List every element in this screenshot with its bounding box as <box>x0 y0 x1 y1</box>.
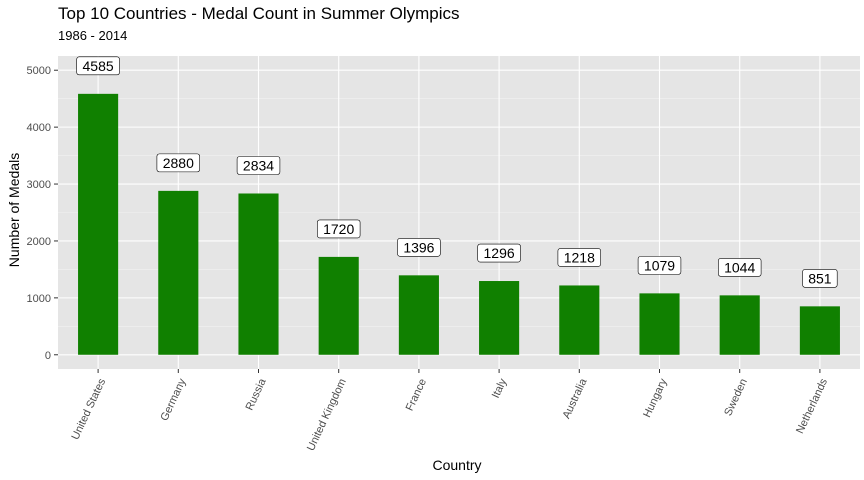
data-label: 2834 <box>236 156 281 175</box>
data-label: 851 <box>802 269 838 288</box>
y-tick-label: 0 <box>45 350 51 362</box>
data-label-text: 1044 <box>724 259 755 275</box>
bar <box>479 281 520 355</box>
data-label-text: 851 <box>808 270 832 286</box>
x-axis: United States Germany Russia United Kingdom… <box>70 369 830 453</box>
x-tick-label: Sweden <box>722 377 750 418</box>
data-label: 1296 <box>477 243 521 263</box>
bar <box>799 306 840 355</box>
x-tick-label: Germany <box>159 376 189 423</box>
data-label-box <box>637 256 682 275</box>
chart-subtitle: 1986 - 2014 <box>58 28 128 43</box>
x-tick-label: Australia <box>561 376 590 421</box>
data-label-box <box>397 238 441 257</box>
bar <box>398 275 439 355</box>
data-label: 2880 <box>156 153 200 173</box>
data-label-box <box>156 153 200 173</box>
bar <box>559 285 600 355</box>
bar <box>639 293 680 355</box>
data-label-box <box>76 56 120 76</box>
x-tick-label: Russia <box>244 376 269 412</box>
y-tick-label: 2000 <box>27 236 51 248</box>
y-tick-label: 1000 <box>27 293 51 305</box>
y-tick-label: 5000 <box>27 65 51 77</box>
x-tick-label: Netherlands <box>794 376 830 435</box>
data-label: 1396 <box>397 238 441 257</box>
data-label-box <box>236 156 281 175</box>
bar <box>318 256 359 355</box>
data-label-text: 1720 <box>323 221 354 237</box>
x-tick-label: United States <box>70 376 109 441</box>
data-label: 1079 <box>637 256 682 275</box>
bars <box>78 93 840 355</box>
data-label-text: 2834 <box>243 157 274 173</box>
data-label: 4585 <box>76 56 120 76</box>
data-label: 1218 <box>557 248 602 267</box>
x-tick-label: United Kingdom <box>305 377 349 453</box>
chart-title: Top 10 Countries - Medal Count in Summer… <box>58 4 460 23</box>
data-label-text: 2880 <box>163 155 194 171</box>
x-tick-label: France <box>404 377 429 413</box>
bar <box>238 193 279 355</box>
data-label-text: 1396 <box>403 239 434 255</box>
data-label-text: 4585 <box>83 58 114 74</box>
y-axis-title: Number of Medals <box>6 153 22 267</box>
bar <box>158 190 199 355</box>
x-axis-title: Country <box>432 457 481 473</box>
data-labels: 4585 2880 2834 1720 1396 1296 1218 1079 1044 851 <box>76 56 838 288</box>
bar <box>78 93 119 355</box>
data-label-box <box>717 258 762 277</box>
data-label-text: 1079 <box>644 257 675 273</box>
data-label-text: 1296 <box>484 245 515 261</box>
data-label-box <box>557 248 602 267</box>
y-axis: 0 1000 2000 3000 4000 5000 <box>27 65 58 362</box>
y-tick-label: 4000 <box>27 122 51 134</box>
x-tick-label: Italy <box>490 376 510 400</box>
x-tick-label: Hungary <box>641 376 670 419</box>
data-label-text: 1218 <box>564 249 595 265</box>
bar <box>719 295 760 355</box>
data-label-box <box>802 269 838 288</box>
data-label-box <box>477 243 521 263</box>
data-label: 1044 <box>717 258 762 277</box>
data-label-box <box>316 219 361 239</box>
data-label: 1720 <box>316 219 361 239</box>
y-tick-label: 3000 <box>27 179 51 191</box>
